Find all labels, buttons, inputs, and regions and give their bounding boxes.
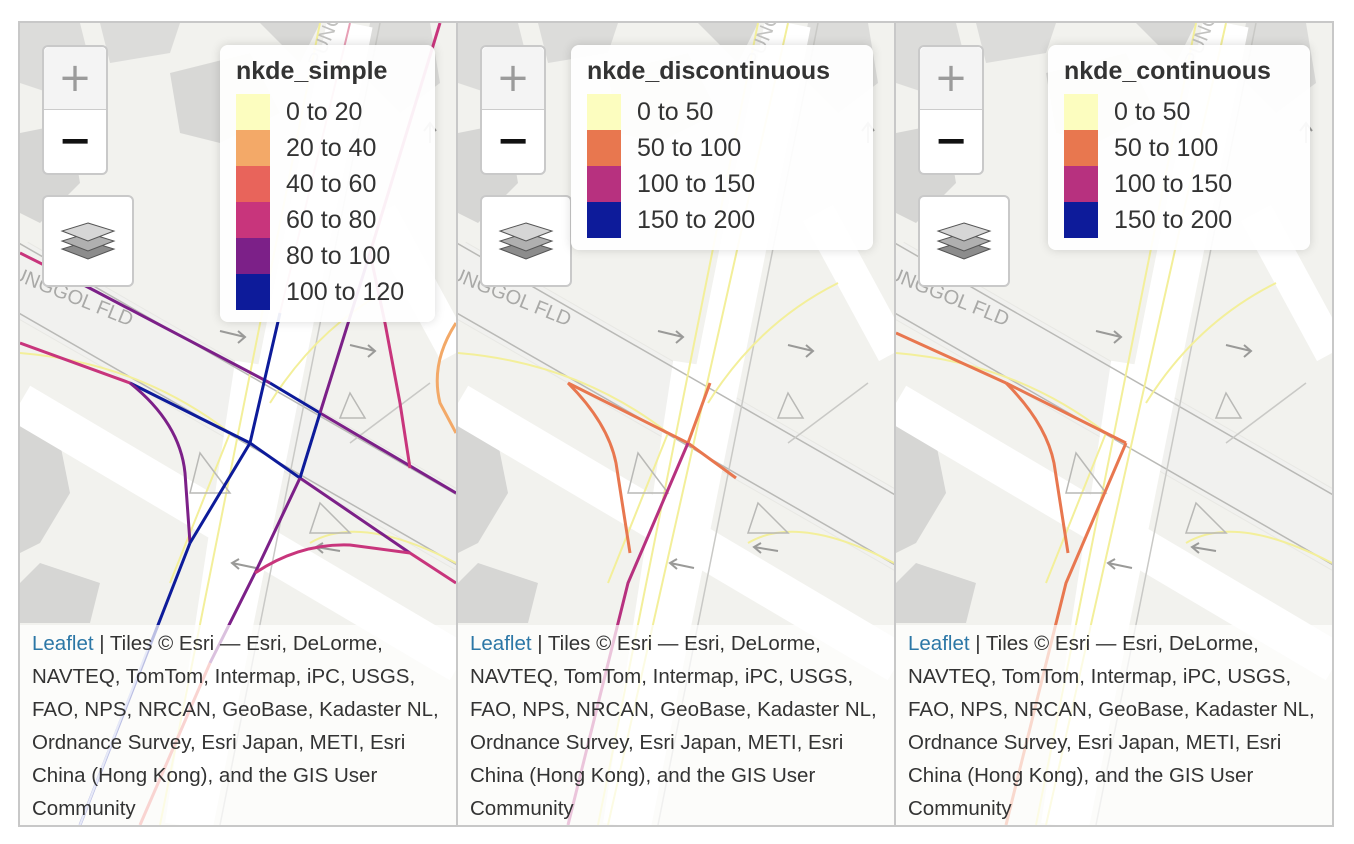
attribution: Leaflet | Tiles © Esri — Esri, DeLorme, … <box>896 625 1332 825</box>
legend-label: 50 to 100 <box>1114 133 1219 162</box>
legend-label: 60 to 80 <box>286 205 377 234</box>
legend-swatch <box>236 130 270 166</box>
legend-label: 80 to 100 <box>286 241 391 270</box>
legend-label: 0 to 50 <box>1114 97 1191 126</box>
zoom-control: + − <box>42 45 108 175</box>
legend-swatch <box>236 238 270 274</box>
legend-label: 100 to 150 <box>1114 169 1233 198</box>
legend-label: 100 to 120 <box>286 277 405 306</box>
legend-swatch <box>587 130 621 166</box>
legend-item: 100 to 150 <box>1064 166 1294 202</box>
legend-swatch <box>236 94 270 130</box>
attribution: Leaflet | Tiles © Esri — Esri, DeLorme, … <box>20 625 456 825</box>
network-segment <box>896 331 1007 385</box>
legend-item: 60 to 80 <box>236 202 419 238</box>
legend-title: nkde_simple <box>236 57 388 85</box>
network-segment <box>20 341 131 385</box>
zoom-out-button[interactable]: − <box>58 118 92 164</box>
layers-icon <box>60 222 116 260</box>
legend-label: 150 to 200 <box>1114 205 1233 234</box>
network-segment <box>299 476 411 555</box>
legend-label: 100 to 150 <box>637 169 756 198</box>
map-panel-nkde-continuous[interactable]: PUNGGOL RD UNGGOL FLD + − nkde_continuou… <box>894 21 1334 827</box>
legend-item: 0 to 50 <box>587 94 857 130</box>
legend-label: 0 to 50 <box>637 97 714 126</box>
legend: nkde_discontinuous 0 to 50 50 to 100 100… <box>571 45 873 250</box>
legend-label: 50 to 100 <box>637 133 742 162</box>
legend-item: 40 to 60 <box>236 166 419 202</box>
legend-swatch <box>1064 166 1098 202</box>
map-panel-nkde-simple[interactable]: PUNGGOL RD UNGGOL FLD + − <box>18 21 458 827</box>
legend-item: 20 to 40 <box>236 130 419 166</box>
legend-swatch <box>1064 130 1098 166</box>
legend: nkde_continuous 0 to 50 50 to 100 100 to… <box>1048 45 1310 250</box>
legend-item: 0 to 50 <box>1064 94 1294 130</box>
attribution-text: | Tiles © Esri — Esri, DeLorme, NAVTEQ, … <box>32 632 439 820</box>
zoom-out-button[interactable]: − <box>934 118 968 164</box>
network-segment <box>269 381 321 415</box>
legend-item: 100 to 120 <box>236 274 419 310</box>
legend-item: 0 to 20 <box>236 94 419 130</box>
legend-title: nkde_continuous <box>1064 57 1271 85</box>
legend-label: 20 to 40 <box>286 133 377 162</box>
attribution: Leaflet | Tiles © Esri — Esri, DeLorme, … <box>458 625 894 825</box>
layers-button[interactable] <box>42 195 134 287</box>
layers-icon <box>936 222 992 260</box>
zoom-control: + − <box>480 45 546 175</box>
network-segment <box>129 381 192 544</box>
legend-item: 150 to 200 <box>587 202 857 238</box>
zoom-in-button[interactable]: + <box>482 47 544 110</box>
legend-item: 150 to 200 <box>1064 202 1294 238</box>
legend-label: 40 to 60 <box>286 169 377 198</box>
legend-swatch <box>587 94 621 130</box>
legend-item: 100 to 150 <box>587 166 857 202</box>
network-segment <box>319 411 456 495</box>
network-segment <box>298 412 322 479</box>
network-segment <box>686 382 712 444</box>
zoom-in-button[interactable]: + <box>920 47 982 110</box>
map-panel-nkde-discontinuous[interactable]: PUNGGOL RD UNGGOL FLD + − nkde_discontin… <box>456 21 896 827</box>
legend-swatch <box>236 274 270 310</box>
network-segment <box>249 441 301 480</box>
leaflet-link[interactable]: Leaflet <box>908 632 970 655</box>
network-segment <box>188 312 282 544</box>
legend-swatch <box>1064 202 1098 238</box>
leaflet-link[interactable]: Leaflet <box>32 632 94 655</box>
attribution-text: | Tiles © Esri — Esri, DeLorme, NAVTEQ, … <box>470 632 877 820</box>
legend-swatch <box>236 166 270 202</box>
layers-icon <box>498 222 554 260</box>
zoom-control: + − <box>918 45 984 175</box>
legend-label: 0 to 20 <box>286 97 363 126</box>
layers-button[interactable] <box>918 195 1010 287</box>
legend-swatch <box>587 166 621 202</box>
zoom-out-button[interactable]: − <box>496 118 530 164</box>
layers-button[interactable] <box>480 195 572 287</box>
legend: nkde_simple 0 to 20 20 to 40 40 to 60 60… <box>220 45 435 322</box>
zoom-in-button[interactable]: + <box>44 47 106 110</box>
network-segment <box>254 543 411 575</box>
network-segment <box>566 381 632 554</box>
network-segment <box>129 381 251 445</box>
network-segment <box>1005 381 1127 445</box>
legend-item: 80 to 100 <box>236 238 419 274</box>
legend-item: 50 to 100 <box>1064 130 1294 166</box>
legend-item: 50 to 100 <box>587 130 857 166</box>
legend-label: 150 to 200 <box>637 205 756 234</box>
legend-swatch <box>236 202 270 238</box>
leaflet-link[interactable]: Leaflet <box>470 632 532 655</box>
legend-swatch <box>1064 94 1098 130</box>
network-segment <box>409 551 456 585</box>
network-segment <box>435 322 456 434</box>
network-segment <box>79 281 271 385</box>
network-segment <box>1004 381 1070 554</box>
legend-swatch <box>587 202 621 238</box>
attribution-text: | Tiles © Esri — Esri, DeLorme, NAVTEQ, … <box>908 632 1315 820</box>
legend-title: nkde_discontinuous <box>587 57 831 85</box>
